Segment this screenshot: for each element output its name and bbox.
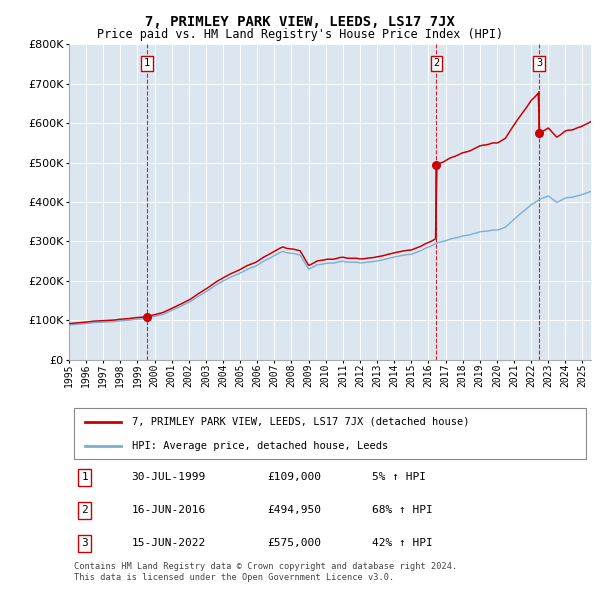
Text: 1: 1 — [144, 58, 151, 68]
Text: 7, PRIMLEY PARK VIEW, LEEDS, LS17 7JX (detached house): 7, PRIMLEY PARK VIEW, LEEDS, LS17 7JX (d… — [131, 417, 469, 427]
Text: HPI: Average price, detached house, Leeds: HPI: Average price, detached house, Leed… — [131, 441, 388, 451]
Text: 68% ↑ HPI: 68% ↑ HPI — [372, 506, 433, 515]
Text: 2: 2 — [433, 58, 439, 68]
Text: 7, PRIMLEY PARK VIEW, LEEDS, LS17 7JX: 7, PRIMLEY PARK VIEW, LEEDS, LS17 7JX — [145, 15, 455, 29]
Text: £494,950: £494,950 — [268, 506, 322, 515]
Text: £575,000: £575,000 — [268, 538, 322, 548]
Text: 15-JUN-2022: 15-JUN-2022 — [131, 538, 206, 548]
Text: 5% ↑ HPI: 5% ↑ HPI — [372, 473, 426, 483]
Text: 16-JUN-2016: 16-JUN-2016 — [131, 506, 206, 515]
FancyBboxPatch shape — [74, 408, 586, 459]
Text: 30-JUL-1999: 30-JUL-1999 — [131, 473, 206, 483]
Text: Price paid vs. HM Land Registry's House Price Index (HPI): Price paid vs. HM Land Registry's House … — [97, 28, 503, 41]
Text: 3: 3 — [81, 538, 88, 548]
Text: Contains HM Land Registry data © Crown copyright and database right 2024.
This d: Contains HM Land Registry data © Crown c… — [74, 562, 457, 582]
Text: 2: 2 — [81, 506, 88, 515]
Text: £109,000: £109,000 — [268, 473, 322, 483]
Text: 3: 3 — [536, 58, 542, 68]
Text: 1: 1 — [81, 473, 88, 483]
Text: 42% ↑ HPI: 42% ↑ HPI — [372, 538, 433, 548]
